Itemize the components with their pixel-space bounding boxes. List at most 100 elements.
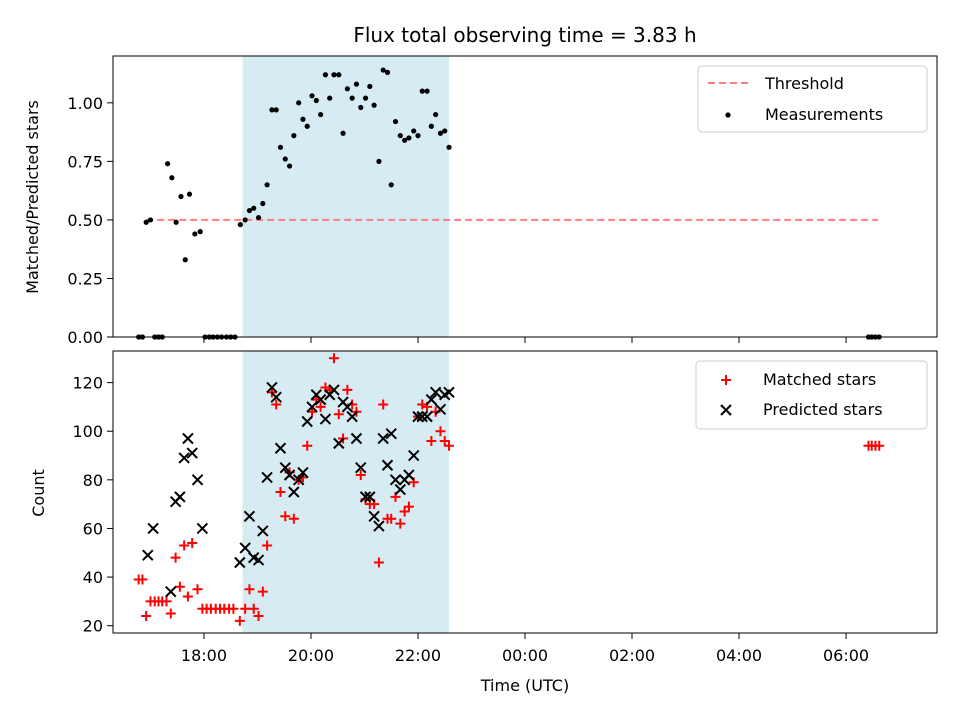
predicted-star-point bbox=[412, 410, 424, 423]
x-tick-label: 02:00 bbox=[609, 646, 655, 665]
legend-matched-marker bbox=[721, 375, 731, 385]
measurement-point bbox=[402, 137, 408, 143]
x-tick-label: 18:00 bbox=[181, 646, 227, 665]
legend-predicted-swatch bbox=[720, 404, 732, 416]
measurement-point bbox=[336, 72, 342, 78]
measurement-point bbox=[251, 205, 257, 211]
predicted-star-point bbox=[301, 415, 313, 428]
predicted-star-point bbox=[274, 442, 287, 454]
measurement-point bbox=[242, 217, 248, 223]
measurement-point bbox=[358, 104, 364, 111]
predicted-star-point bbox=[292, 474, 305, 486]
predicted-points bbox=[142, 381, 455, 598]
measurement-point bbox=[282, 156, 288, 162]
legend-measurements-swatch bbox=[725, 112, 731, 118]
predicted-star-point bbox=[165, 585, 177, 598]
matched-star-point bbox=[137, 574, 148, 585]
measurement-point bbox=[331, 72, 337, 78]
matched-star-point bbox=[288, 513, 299, 524]
matched-star-point bbox=[386, 513, 397, 524]
measurement-point bbox=[164, 161, 171, 167]
legend-matched-swatch bbox=[721, 375, 731, 385]
predicted-star-point bbox=[381, 459, 394, 471]
predicted-star-point bbox=[377, 432, 389, 445]
predicted-star-point bbox=[416, 410, 428, 423]
top-legend-box bbox=[697, 65, 928, 133]
predicted-star-point bbox=[234, 556, 246, 569]
y-tick-label: 0.25 bbox=[67, 269, 103, 288]
measurement-point bbox=[186, 191, 193, 197]
predicted-star-point bbox=[147, 522, 159, 535]
x-tick-label: 20:00 bbox=[288, 646, 334, 665]
matched-star-point bbox=[297, 472, 308, 483]
measurement-point bbox=[327, 95, 333, 101]
predicted-star-point bbox=[368, 510, 380, 523]
predicted-star-point bbox=[283, 469, 296, 481]
measurement-point bbox=[286, 163, 293, 169]
bottom-axes-frame bbox=[112, 350, 938, 634]
predicted-star-point bbox=[174, 491, 186, 503]
matched-star-point bbox=[874, 440, 885, 451]
measurement-point bbox=[143, 219, 149, 225]
measurement-points bbox=[136, 67, 882, 340]
measurement-point bbox=[384, 69, 391, 75]
predicted-star-point bbox=[279, 461, 291, 474]
measurement-point bbox=[309, 93, 315, 99]
predicted-star-point bbox=[314, 393, 327, 406]
matched-star-point bbox=[192, 584, 203, 595]
x-tick-label: 06:00 bbox=[823, 646, 869, 665]
matched-star-point bbox=[228, 603, 239, 614]
bottom-x-ticks: 18:00 20:00 22:00 00:00 02:00 04:00 06:00 bbox=[181, 633, 869, 665]
predicted-star-point bbox=[142, 549, 154, 561]
legend-threshold-label: Threshold bbox=[764, 74, 844, 93]
observing-window-shading bbox=[242, 56, 450, 337]
y-tick-label: 1.00 bbox=[67, 94, 103, 113]
predicted-star-point bbox=[389, 474, 402, 486]
matched-star-point bbox=[161, 596, 172, 607]
matched-star-point bbox=[342, 384, 353, 395]
matched-star-point bbox=[328, 353, 339, 364]
top-y-axis-label: Matched/Predicted stars bbox=[23, 100, 42, 294]
y-tick-label: 20 bbox=[83, 617, 103, 636]
matched-star-point bbox=[240, 603, 251, 614]
measurement-point bbox=[380, 67, 386, 73]
predicted-star-point bbox=[403, 469, 415, 481]
measurement-point bbox=[237, 222, 243, 228]
predicted-star-point bbox=[328, 384, 340, 396]
predicted-star-point bbox=[297, 466, 309, 479]
measurement-point bbox=[411, 128, 417, 134]
measurement-point bbox=[264, 182, 270, 188]
measurement-point bbox=[428, 123, 434, 129]
measurement-point bbox=[273, 107, 279, 113]
legend-measurements-label: Measurements bbox=[765, 105, 883, 124]
top-chart: 0.00 0.25 0.50 0.75 1.00 Matched/Predicted s… bbox=[23, 55, 938, 347]
measurement-point bbox=[169, 175, 175, 181]
legend-predicted-label: Predicted stars bbox=[763, 400, 883, 419]
measurement-point bbox=[318, 111, 324, 118]
measurement-point bbox=[296, 100, 302, 106]
measurement-point bbox=[269, 107, 275, 113]
matched-star-point bbox=[403, 501, 414, 512]
measurement-point bbox=[255, 214, 262, 221]
matched-star-point bbox=[179, 540, 190, 551]
predicted-star-point bbox=[178, 452, 190, 464]
top-y-ticks: 0.00 0.25 0.50 0.75 1.00 bbox=[67, 94, 113, 347]
predicted-star-point bbox=[266, 381, 278, 394]
x-tick-label: 04:00 bbox=[716, 646, 762, 665]
measurement-point bbox=[277, 144, 284, 150]
predicted-star-point bbox=[239, 542, 251, 554]
measurement-point bbox=[415, 133, 421, 139]
x-tick-label: 00:00 bbox=[502, 646, 548, 665]
predicted-star-point bbox=[182, 432, 194, 445]
measurement-point bbox=[376, 158, 382, 164]
predicted-star-point bbox=[385, 427, 397, 440]
matched-star-point bbox=[302, 440, 313, 451]
bottom-y-ticks: 20 40 60 80 100 120 bbox=[72, 374, 113, 636]
predicted-star-point bbox=[425, 393, 438, 406]
matched-points bbox=[133, 353, 885, 626]
predicted-star-point bbox=[186, 447, 198, 459]
predicted-star-point bbox=[288, 486, 300, 498]
measurement-point bbox=[192, 231, 198, 237]
measurement-point bbox=[340, 130, 346, 136]
